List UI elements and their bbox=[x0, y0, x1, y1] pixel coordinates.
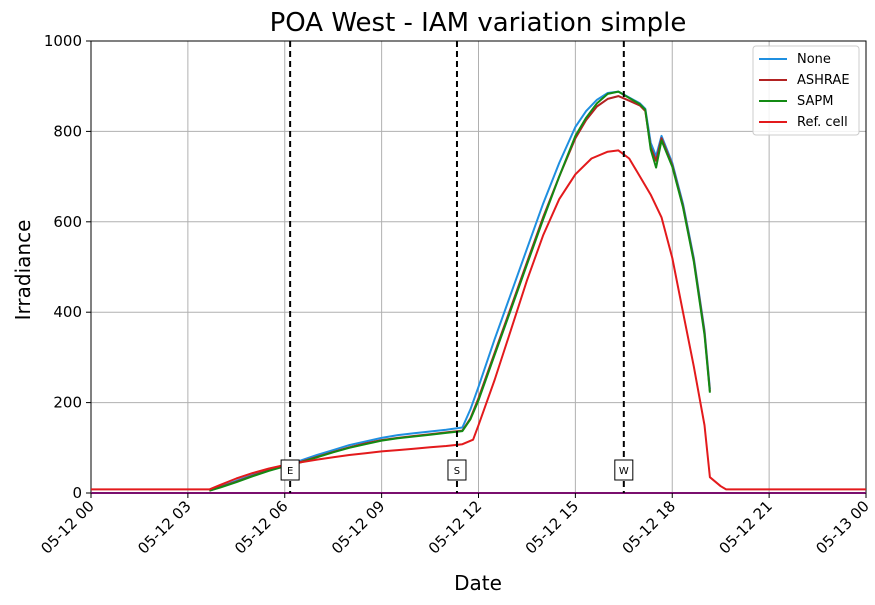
y-tick-label: 200 bbox=[53, 394, 82, 412]
series-line-3 bbox=[209, 90, 711, 492]
legend-box bbox=[752, 45, 860, 136]
marker-label-box bbox=[280, 459, 300, 481]
y-tick-label: 600 bbox=[53, 213, 82, 231]
legend-label: ASHRAE bbox=[797, 73, 850, 88]
legend-label: SAPM bbox=[797, 94, 833, 109]
y-tick-label: 1000 bbox=[44, 32, 82, 50]
marker-label: W bbox=[619, 466, 629, 477]
legend-label: None bbox=[797, 52, 831, 67]
legend: None ASHRAE SAPM Ref. cell bbox=[752, 45, 860, 136]
x-axis-label: Date bbox=[454, 571, 502, 595]
marker-label: E bbox=[287, 466, 293, 477]
y-axis-label: Irradiance bbox=[11, 220, 35, 321]
chart-title: POA West - IAM variation simple bbox=[270, 8, 687, 38]
marker-label-box bbox=[614, 459, 634, 481]
y-tick-label: 800 bbox=[53, 122, 82, 140]
y-tick-label: 400 bbox=[53, 303, 82, 321]
marker-label-box bbox=[447, 459, 467, 481]
y-tick-label: 0 bbox=[72, 484, 82, 502]
marker-label: S bbox=[454, 466, 460, 477]
series-line-1 bbox=[209, 90, 711, 492]
legend-label: Ref. cell bbox=[797, 115, 848, 130]
